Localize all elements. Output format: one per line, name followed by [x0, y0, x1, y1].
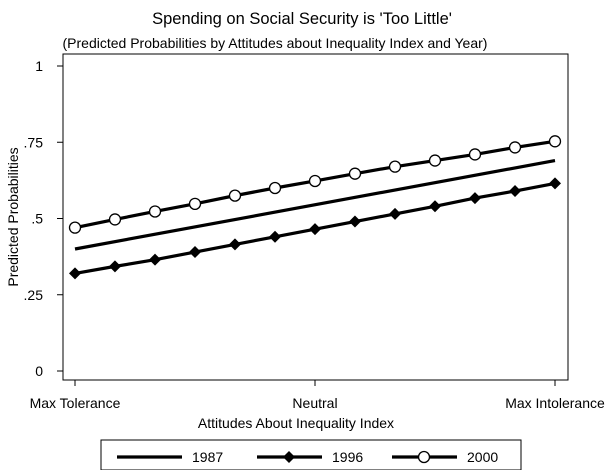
data-point-1996 [348, 215, 361, 228]
y-tick-label: .25 [24, 287, 44, 303]
chart-title: Spending on Social Security is 'Too Litt… [152, 10, 452, 28]
x-axis: Max Tolerance Neutral Max Intolerance [30, 380, 605, 411]
data-point-2000 [188, 197, 202, 211]
data-point-2000 [148, 205, 162, 218]
data-point-2000 [348, 167, 362, 180]
data-point-1996 [108, 260, 121, 273]
data-point-1996 [429, 200, 441, 213]
data-point-2000 [428, 154, 442, 167]
x-tick-label: Max Tolerance [30, 395, 121, 411]
data-point-1996 [189, 246, 201, 259]
legend-box [100, 439, 522, 470]
series-layer [68, 135, 562, 280]
data-point-2000 [268, 181, 282, 195]
series-2000 [68, 135, 562, 234]
data-point-1996 [309, 223, 321, 236]
data-point-2000 [68, 221, 82, 234]
legend-marker-2000 [417, 450, 431, 464]
x-tick-label: Max Intolerance [505, 395, 605, 411]
series-1996 [69, 177, 561, 280]
chart-subtitle: (Predicted Probabilities by Attitudes ab… [63, 35, 488, 51]
legend-label-1996: 1996 [332, 449, 363, 465]
data-point-1996 [509, 185, 522, 198]
y-tick-label: 1 [35, 58, 43, 74]
data-point-2000 [548, 135, 562, 148]
y-tick-label: .5 [31, 211, 43, 227]
data-point-2000 [468, 148, 482, 161]
legend: 1987 1996 2000 [100, 439, 522, 470]
data-point-2000 [228, 189, 242, 202]
data-point-1996 [468, 192, 481, 205]
y-axis: 0 .25 .5 .75 1 [24, 58, 63, 379]
data-point-2000 [508, 141, 522, 154]
legend-label-1987: 1987 [192, 449, 223, 465]
data-point-1996 [228, 238, 241, 251]
x-tick-label: Neutral [292, 395, 337, 411]
data-point-1996 [549, 177, 561, 190]
data-point-1996 [69, 267, 81, 280]
plot-frame [62, 53, 569, 381]
data-point-2000 [388, 160, 402, 173]
y-tick-label: .75 [24, 134, 44, 150]
data-point-1996 [269, 230, 282, 243]
data-point-1996 [389, 207, 402, 220]
x-axis-label: Attitudes About Inequality Index [198, 415, 394, 431]
series-line-1987 [74, 158, 556, 251]
y-tick-label: 0 [35, 363, 43, 379]
legend-marker-1996 [283, 451, 295, 463]
data-point-2000 [308, 174, 322, 188]
legend-label-2000: 2000 [467, 449, 498, 465]
series-1987 [74, 158, 556, 251]
legend-items: 1987 1996 2000 [117, 449, 498, 465]
y-axis-label: Predicted Probabilities [5, 147, 21, 286]
data-point-2000 [108, 213, 122, 226]
data-point-1996 [149, 253, 162, 266]
